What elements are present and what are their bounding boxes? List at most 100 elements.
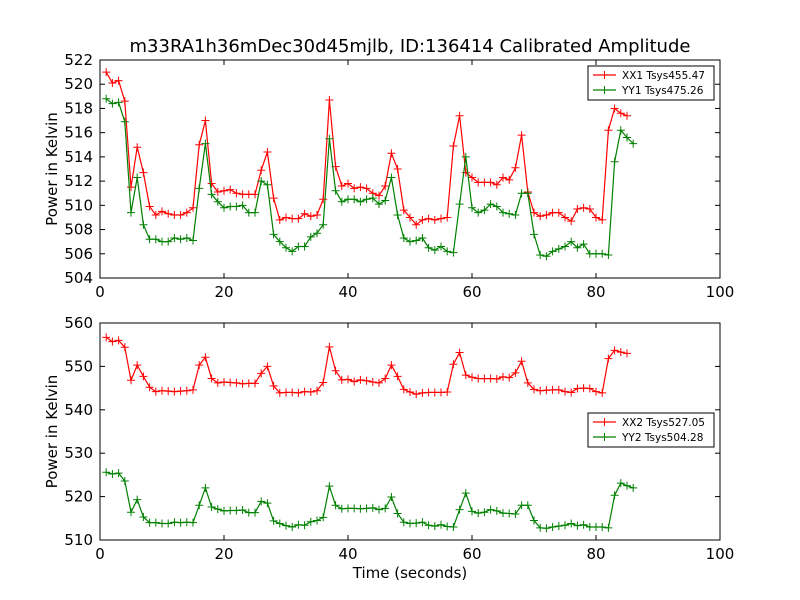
legend-label: YY1 Tsys475.26 [621,85,704,97]
data-point [133,361,142,370]
data-point [356,197,365,206]
data-point [263,180,272,189]
data-point [344,179,352,188]
data-point [387,149,396,158]
data-point [102,333,111,342]
data-point [561,387,569,396]
data-point [393,211,402,220]
data-point [325,95,334,104]
data-point [325,342,334,351]
data-point [319,513,328,522]
legend-box [587,412,715,448]
data-point [536,250,545,259]
data-point [530,385,538,394]
data-point [381,181,390,190]
x-tick-label: 60 [462,545,481,563]
data-point [120,476,129,485]
data-point [399,234,408,243]
data-point [325,134,334,143]
data-point [554,385,563,394]
data-point [375,200,383,209]
data-point [561,242,569,251]
data-point [120,97,129,106]
data-point [468,203,476,212]
data-point [461,371,470,380]
x-axis-label: Time (seconds) [352,564,468,582]
data-point [133,173,142,182]
data-point [319,195,328,204]
data-point [263,148,272,157]
data-point [598,249,607,258]
data-point [331,186,340,195]
chart-panel-1: 0 20 40 60 80 100 504 506 508 510 512 514 516 518 520 5… [43,51,734,301]
series-2 [102,94,638,261]
data-point [356,375,365,384]
data-point [269,381,278,390]
x-tick-label: 20 [214,283,233,301]
data-point [201,353,210,362]
data-point [257,497,266,506]
data-point [610,157,619,166]
y-tick-label: 514 [64,148,93,166]
data-point [579,240,588,249]
data-point [610,491,619,500]
data-point [189,385,197,394]
data-point [437,520,445,529]
data-point [207,190,216,199]
data-point [195,184,204,193]
data-point [492,202,501,211]
data-point [412,236,421,245]
data-point [443,213,452,222]
data-point [325,482,334,491]
data-point [263,362,272,371]
data-point [437,242,445,251]
data-point [350,377,359,386]
data-point [443,247,452,256]
data-point [461,489,470,498]
data-point [313,229,321,238]
data-point [474,208,483,217]
data-point [158,207,166,216]
data-point [251,190,259,199]
data-point [604,523,613,532]
data-point [232,202,241,211]
data-point [592,213,600,222]
data-point [430,522,439,531]
data-point [127,208,135,217]
data-point [418,215,427,224]
data-point [561,521,569,530]
data-point [567,237,576,246]
data-point [207,374,216,383]
data-point [554,208,563,217]
data-point [120,343,129,352]
data-point [275,215,284,224]
data-point [189,203,197,212]
y-tick-label: 540 [64,401,93,419]
data-point [288,522,297,531]
data-point [151,211,160,220]
legend-marker [600,86,609,94]
x-tick-label: 80 [586,283,605,301]
data-point [164,237,173,246]
data-point [623,481,631,490]
data-point [585,204,594,213]
data-point [424,243,433,252]
data-point [604,250,613,259]
data-point [220,203,228,212]
data-point [306,232,315,241]
data-point [282,213,290,222]
data-point [412,390,421,399]
data-point [300,521,309,530]
x-tick-label: 100 [706,283,735,301]
data-point [375,378,383,387]
data-point [443,388,452,397]
data-point [542,524,551,533]
data-point [424,521,433,530]
chart-title: m33RA1h36mDec30d45mjlb, ID:136414 Calibr… [130,36,691,57]
data-point [461,152,470,161]
data-point [492,180,501,189]
data-point [573,521,582,530]
data-point [201,116,210,125]
data-point [151,235,160,244]
